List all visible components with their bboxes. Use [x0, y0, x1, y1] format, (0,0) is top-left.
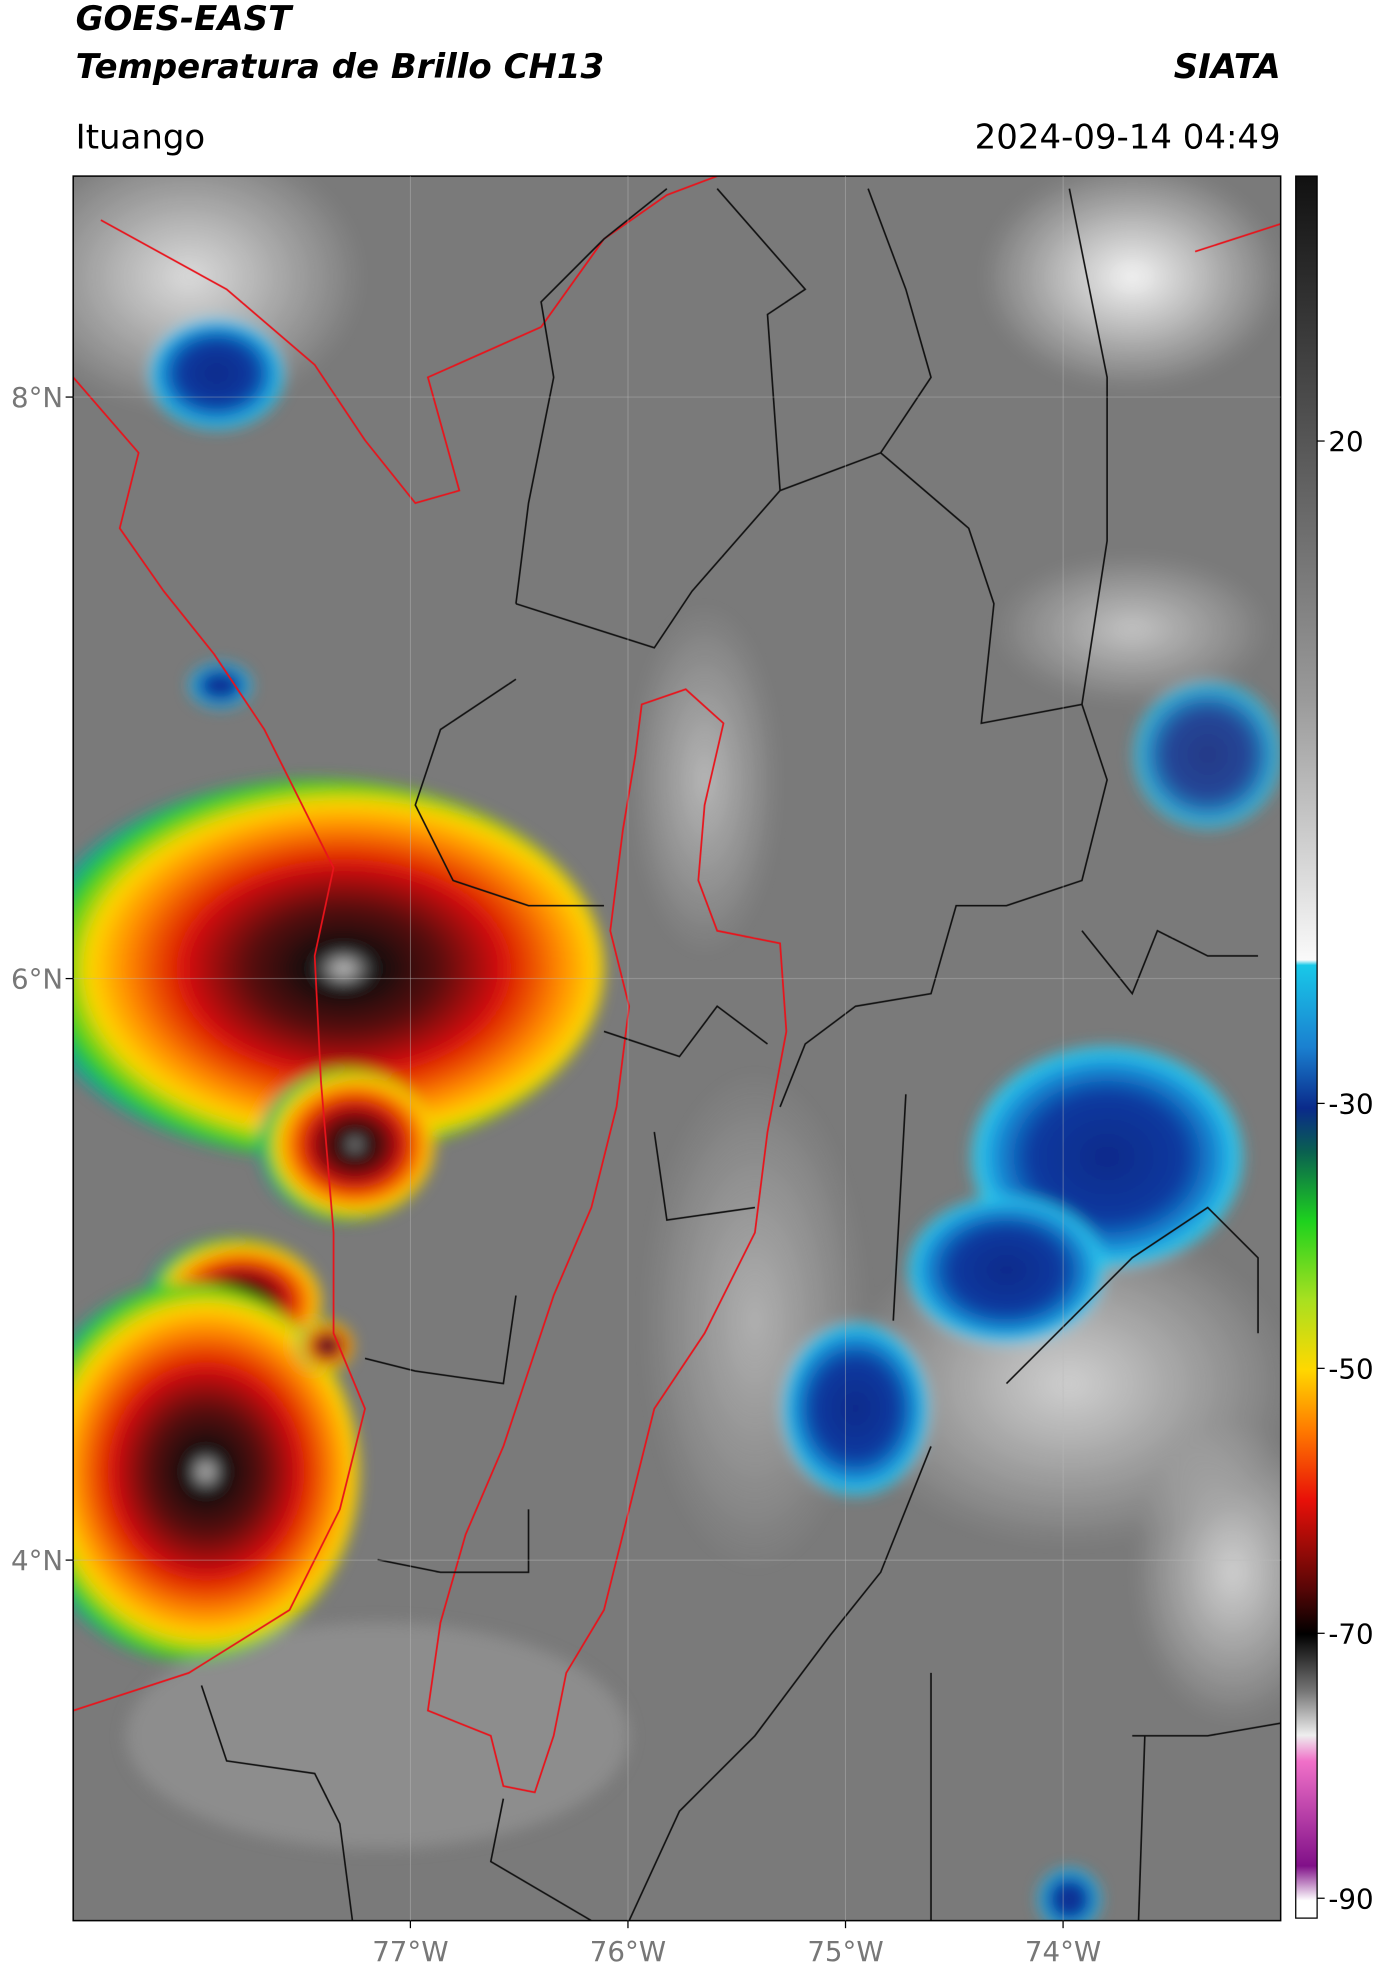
x-tick-label: 75°W [807, 1935, 883, 1968]
location: Ituango [76, 117, 206, 157]
subtitle: Temperatura de Brillo CH13 [76, 47, 604, 87]
colorbar-tick-label: -70 [1328, 1617, 1373, 1650]
map-frame [72, 175, 1282, 1922]
graticule: 77°W 76°W 75°W 74°W 8°N 6°N 4°N [11, 176, 1281, 1968]
colorbar [1295, 175, 1318, 1919]
y-tick-label: 4°N [11, 1544, 63, 1577]
colorbar-tick-label: -50 [1328, 1352, 1373, 1385]
x-tick-label: 77°W [372, 1935, 448, 1968]
x-tick-label: 76°W [590, 1935, 666, 1968]
satellite-image [73, 176, 1281, 1921]
datetime: 2024-09-14 04:49 [975, 117, 1281, 157]
colorbar-tick-label: -30 [1328, 1087, 1373, 1120]
colorbar-tick-label: 20 [1328, 425, 1363, 458]
colorbar-tick-label: -90 [1328, 1882, 1373, 1915]
x-tick-label: 74°W [1025, 1935, 1101, 1968]
y-tick-label: 8°N [11, 381, 63, 414]
title: GOES-EAST [76, 0, 294, 39]
y-tick-label: 6°N [11, 963, 63, 996]
brand: SIATA [1174, 47, 1281, 87]
